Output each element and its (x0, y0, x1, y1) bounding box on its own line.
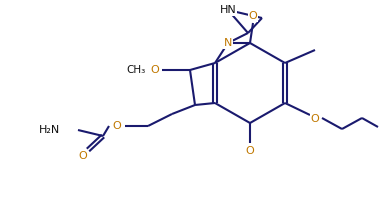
Text: O: O (245, 146, 254, 156)
Text: CH₃: CH₃ (127, 65, 146, 75)
Text: O: O (112, 121, 121, 131)
Text: H₂N: H₂N (39, 125, 60, 135)
Text: N: N (224, 38, 232, 48)
Text: O: O (79, 151, 87, 161)
Text: O: O (310, 114, 319, 124)
Text: O: O (249, 11, 257, 21)
Text: HN: HN (220, 5, 236, 15)
Text: O: O (150, 65, 159, 75)
